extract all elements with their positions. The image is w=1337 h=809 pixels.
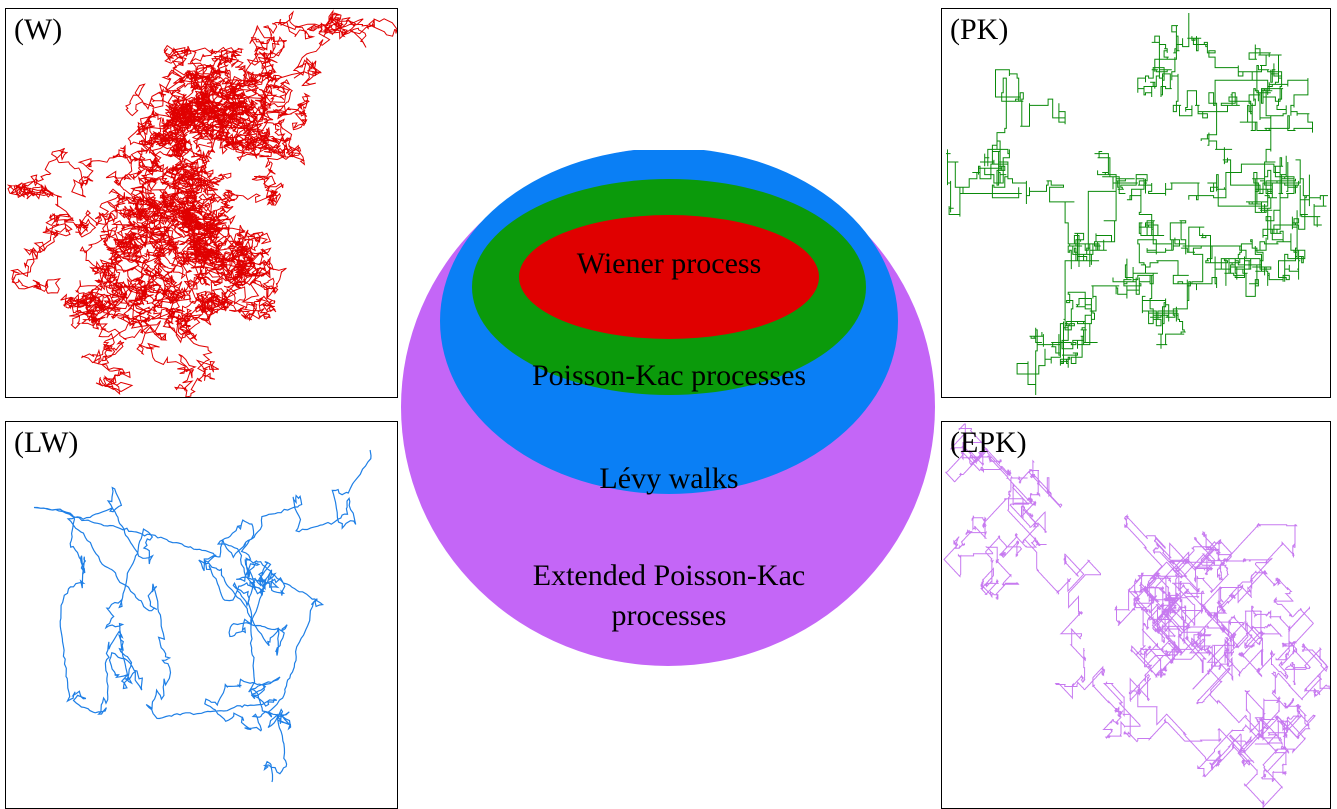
levy-walk-trajectory-panel: (LW): [5, 421, 398, 809]
wiener-process-label: Wiener process: [577, 247, 762, 280]
wiener-trajectory: [6, 9, 397, 397]
extended-poisson-kac-label-line1: Extended Poisson-Kac: [533, 559, 805, 592]
process-inclusion-diagram: Wiener process Poisson-Kac processes Lév…: [401, 150, 935, 666]
poisson-kac-trajectory-panel: (PK): [941, 8, 1331, 398]
extended-poisson-kac-trajectory-panel: (EPK): [941, 421, 1331, 809]
panel-label-lw: (LW): [14, 426, 79, 459]
panel-label-w: (W): [14, 13, 63, 46]
levy-walks-label: Lévy walks: [599, 462, 738, 495]
poisson-kac-trajectory: [946, 13, 1328, 395]
levy-walk-trajectory: [33, 449, 372, 783]
wiener-process-region: [519, 215, 819, 339]
panel-label-pk: (PK): [950, 13, 1009, 46]
wiener-trajectory-panel: (W): [5, 8, 398, 398]
extended-poisson-kac-trajectory: [943, 423, 1330, 808]
extended-poisson-kac-label-line2: processes: [612, 599, 727, 632]
panel-label-epk: (EPK): [950, 426, 1027, 459]
poisson-kac-label: Poisson-Kac processes: [532, 359, 806, 392]
